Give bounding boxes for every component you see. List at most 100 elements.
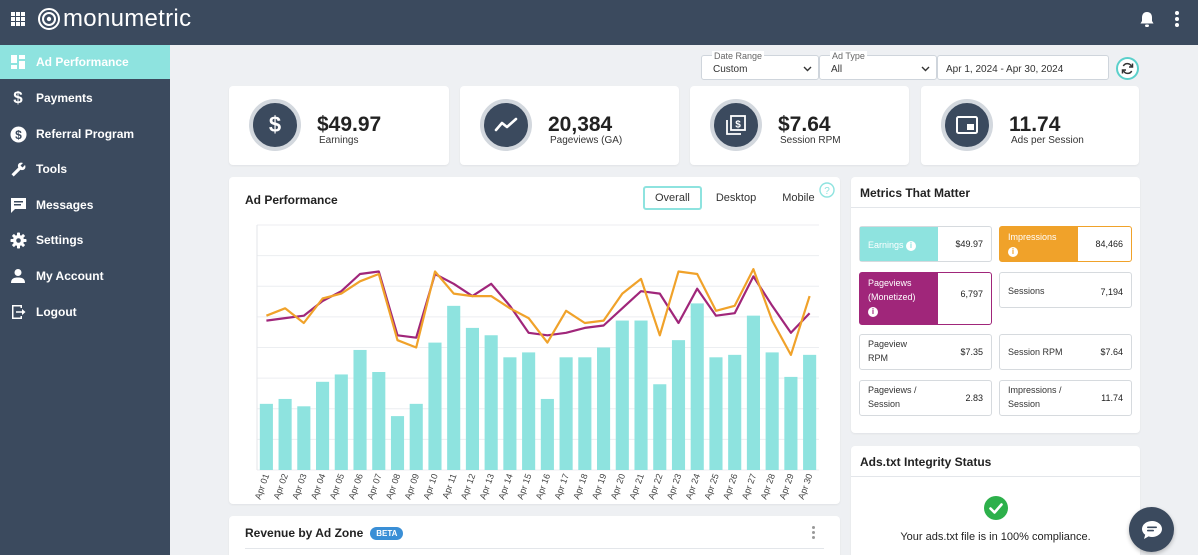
metric-pageviews-per-session[interactable]: Pageviews / Session 2.83 (859, 380, 992, 416)
chart-bar[interactable] (522, 352, 536, 470)
chart-bar[interactable] (728, 354, 742, 470)
chart-bar[interactable] (447, 305, 461, 470)
x-tick-label: Apr 22 (646, 472, 664, 500)
chart-bar[interactable] (465, 327, 479, 470)
x-tick-label: Apr 10 (421, 472, 439, 500)
kpi-value: $49.97 (317, 113, 382, 136)
chart-bar[interactable] (578, 357, 592, 470)
chart-bar[interactable] (484, 335, 498, 470)
bell-icon[interactable] (1139, 11, 1155, 29)
chart-bar[interactable] (540, 398, 554, 470)
divider (851, 207, 1140, 208)
chart-bar[interactable] (353, 349, 367, 470)
divider (851, 476, 1140, 477)
ad-type-value: All (831, 64, 843, 75)
revenue-by-ad-zone-panel: Revenue by Ad Zone BETA (229, 516, 840, 555)
metric-pageview-rpm[interactable]: Pageview RPM $7.35 (859, 334, 992, 370)
chart-bar[interactable] (503, 357, 517, 470)
sidebar-item-tools[interactable]: Tools (0, 152, 170, 186)
x-tick-label: Apr 17 (553, 472, 571, 500)
chart-bar[interactable] (259, 403, 273, 470)
x-tick-label: Apr 21 (627, 472, 645, 500)
chart-bar[interactable] (765, 352, 779, 470)
chart-bar[interactable] (390, 416, 405, 470)
ads-txt-message: Your ads.txt file is in 100% compliance. (900, 531, 1091, 543)
kpi-label: Pageviews (GA) (550, 135, 623, 146)
sidebar-item-referral-program[interactable]: $ Referral Program (0, 117, 170, 151)
kpi-label: Ads per Session (1011, 135, 1084, 146)
apps-grid-icon[interactable] (11, 12, 25, 26)
tab-mobile[interactable]: Mobile (782, 192, 815, 204)
sidebar-item-messages[interactable]: Messages (0, 188, 170, 222)
metric-session-rpm[interactable]: Session RPM $7.64 (999, 334, 1132, 370)
kpi-card-session-rpm: $ $7.64 Session RPM (690, 86, 909, 165)
x-tick-label: Apr 02 (272, 472, 290, 500)
chart-bar[interactable] (653, 384, 667, 470)
metric-label: Earnings i (868, 238, 938, 252)
metric-earnings[interactable]: Earnings i $49.97 (859, 226, 992, 262)
help-icon[interactable]: ? (819, 182, 835, 198)
x-tick-label: Apr 14 (496, 472, 514, 500)
chart-bar[interactable] (372, 372, 386, 470)
panel-title: Ads.txt Integrity Status (860, 455, 992, 469)
chart-bar[interactable] (428, 342, 442, 470)
x-tick-label: Apr 18 (571, 472, 589, 500)
sidebar-item-settings[interactable]: Settings (0, 223, 170, 257)
kpi-value: $7.64 (778, 113, 831, 136)
sidebar-item-my-account[interactable]: My Account (0, 259, 170, 293)
sidebar-item-ad-performance[interactable]: Ad Performance (0, 45, 170, 79)
kpi-card-earnings: $ $49.97 Earnings (229, 86, 449, 165)
ad-type-select[interactable]: Ad Type All (819, 51, 937, 80)
x-tick-label: Apr 07 (365, 472, 383, 500)
tab-overall[interactable]: Overall (643, 186, 702, 210)
check-circle-icon (984, 496, 1008, 520)
info-icon[interactable]: i (1008, 247, 1018, 257)
metric-impressions-per-session[interactable]: Impressions / Session 11.74 (999, 380, 1132, 416)
sidebar-item-label: Payments (36, 91, 93, 105)
chart-bar[interactable] (409, 403, 423, 470)
chart-bar[interactable] (634, 320, 648, 470)
chart-bar[interactable] (784, 376, 798, 470)
metric-sessions[interactable]: Sessions 7,194 (999, 272, 1132, 308)
x-tick-label: Apr 30 (796, 472, 814, 500)
chart-bar[interactable] (690, 303, 704, 470)
info-icon[interactable]: i (868, 307, 878, 317)
metric-value: 7,194 (1100, 287, 1123, 297)
chart-bar[interactable] (334, 374, 348, 470)
metric-pageviews-monetized[interactable]: Pageviews (Monetized) i 6,797 (859, 272, 992, 325)
chart-bar[interactable] (316, 381, 330, 470)
ad-window-icon (941, 99, 993, 151)
metric-label: Pageviews (Monetized) i (868, 276, 938, 318)
chart-bar[interactable] (803, 354, 817, 470)
x-tick-label: Apr 04 (309, 472, 327, 500)
chart-bar[interactable] (615, 320, 629, 470)
chat-button[interactable] (1129, 507, 1174, 552)
metric-label: Impressions i (1008, 230, 1078, 258)
info-icon[interactable]: i (906, 241, 917, 251)
chart-bar[interactable] (297, 406, 311, 470)
more-options-icon[interactable] (812, 526, 816, 539)
chart-bar[interactable] (746, 315, 760, 470)
chart-bar[interactable] (597, 347, 611, 471)
chart-series-line-2 (265, 268, 811, 356)
more-options-icon[interactable] (1174, 11, 1180, 27)
chart-bar[interactable] (709, 357, 723, 470)
dollar-icon: $ (13, 88, 23, 107)
refresh-button[interactable] (1116, 57, 1139, 80)
sidebar-item-payments[interactable]: $ Payments (0, 81, 170, 115)
date-range-select[interactable]: Date Range Custom (701, 51, 819, 80)
chart-bar[interactable] (278, 398, 292, 470)
logo[interactable]: monumetric (37, 5, 191, 32)
chart-bar[interactable] (671, 340, 686, 470)
svg-text:$: $ (15, 128, 22, 142)
chart-bar[interactable] (559, 357, 573, 470)
ad-performance-chart: Apr 01 Apr 02 Apr 03 Apr 04 Apr 05 Apr 06 Apr … (253, 224, 819, 501)
date-picker-input[interactable]: Apr 1, 2024 - Apr 30, 2024 (937, 55, 1109, 80)
tab-desktop[interactable]: Desktop (715, 192, 757, 204)
sidebar-item-logout[interactable]: Logout (0, 295, 170, 329)
x-tick-label: Apr 20 (609, 472, 627, 500)
metric-impressions[interactable]: Impressions i 84,466 (999, 226, 1132, 262)
chart-tabs: Overall Desktop Mobile (643, 186, 829, 210)
kpi-label: Session RPM (780, 135, 841, 146)
x-tick-label: Apr 15 (515, 472, 533, 500)
